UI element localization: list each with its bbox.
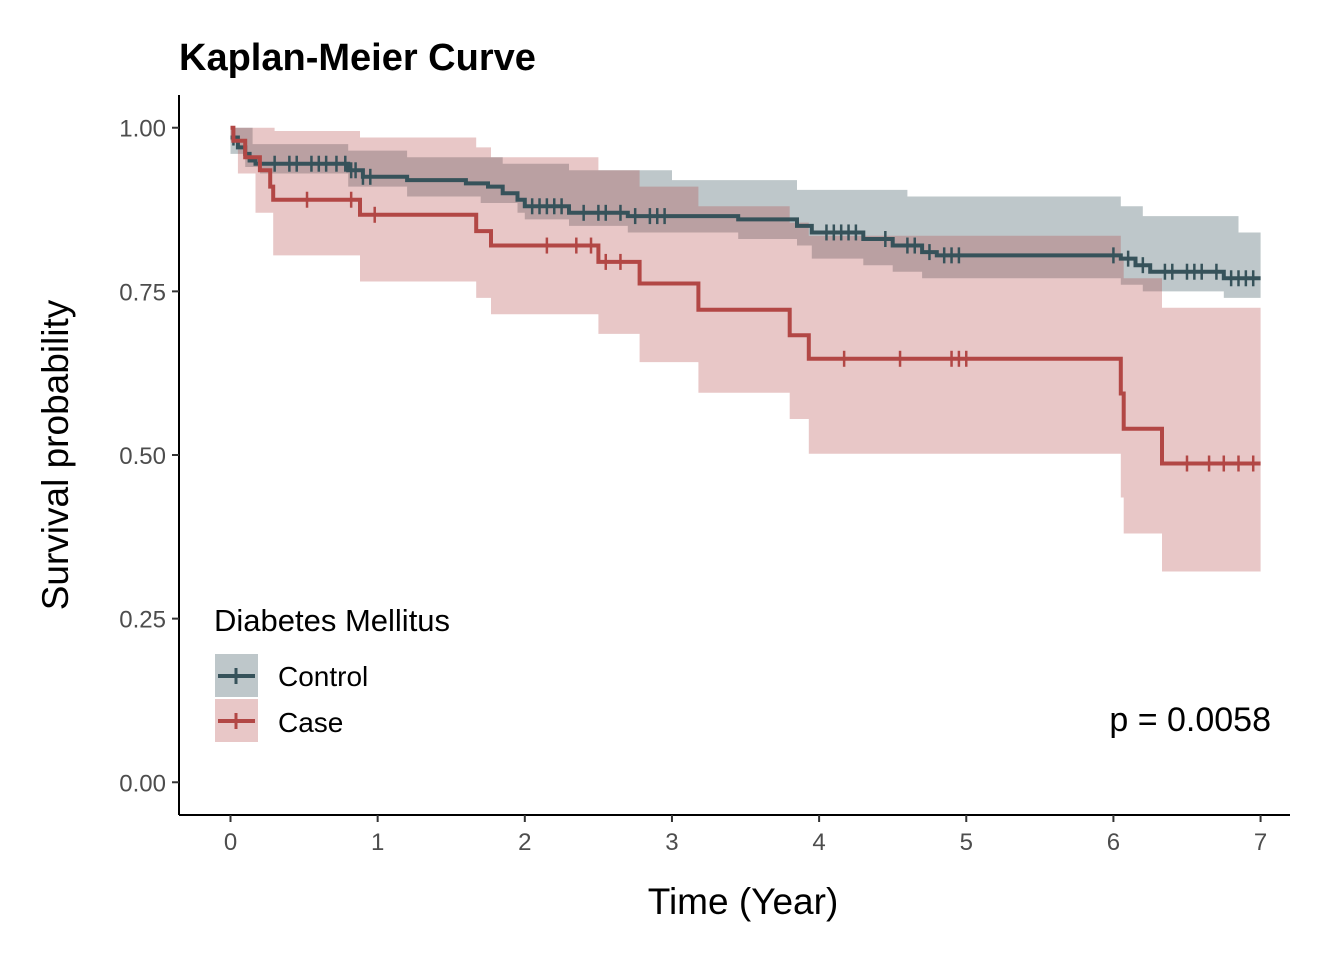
chart-title: Kaplan-Meier Curve bbox=[179, 37, 536, 79]
p-value-annotation: p = 0.0058 bbox=[1109, 701, 1271, 739]
x-tick-label: 2 bbox=[518, 829, 531, 856]
legend-label-case: Case bbox=[278, 707, 343, 738]
plot-area bbox=[230, 125, 1261, 572]
y-axis-ticks: 0.00 0.25 0.50 0.75 1.00 bbox=[119, 116, 179, 797]
legend-item-case: Case bbox=[215, 699, 343, 742]
legend: Diabetes Mellitus Control Case bbox=[214, 603, 450, 742]
x-tick-label: 5 bbox=[960, 829, 973, 856]
legend-item-control: Control bbox=[215, 654, 368, 697]
x-tick-label: 0 bbox=[224, 829, 237, 856]
x-tick-label: 4 bbox=[812, 829, 825, 856]
y-tick-label: 0.25 bbox=[119, 607, 166, 634]
y-tick-label: 0.00 bbox=[119, 770, 166, 797]
survival-line-control bbox=[230, 135, 1261, 281]
confidence-band-case bbox=[230, 127, 1261, 572]
x-tick-label: 7 bbox=[1254, 829, 1267, 856]
survival-line-case bbox=[230, 125, 1261, 466]
y-tick-label: 1.00 bbox=[119, 116, 166, 143]
y-tick-label: 0.50 bbox=[119, 443, 166, 470]
x-tick-label: 6 bbox=[1107, 829, 1120, 856]
x-tick-label: 1 bbox=[371, 829, 384, 856]
x-axis-ticks: 0 1 2 3 4 5 6 7 bbox=[224, 815, 1267, 856]
legend-title: Diabetes Mellitus bbox=[214, 603, 450, 638]
y-axis-title: Survival probability bbox=[35, 299, 76, 610]
x-axis-title: Time (Year) bbox=[648, 881, 839, 922]
y-tick-label: 0.75 bbox=[119, 279, 166, 306]
x-tick-label: 3 bbox=[665, 829, 678, 856]
legend-label-control: Control bbox=[278, 661, 368, 692]
